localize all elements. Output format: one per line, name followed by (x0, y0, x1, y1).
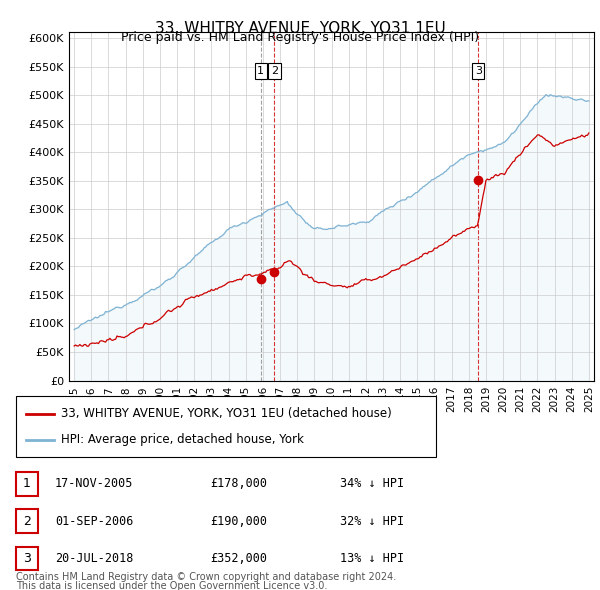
Text: £352,000: £352,000 (210, 552, 267, 565)
Text: This data is licensed under the Open Government Licence v3.0.: This data is licensed under the Open Gov… (16, 581, 328, 590)
Text: 13% ↓ HPI: 13% ↓ HPI (340, 552, 404, 565)
Text: 33, WHITBY AVENUE, YORK, YO31 1EU (detached house): 33, WHITBY AVENUE, YORK, YO31 1EU (detac… (61, 408, 392, 421)
Text: 17-NOV-2005: 17-NOV-2005 (55, 477, 133, 490)
Text: 1: 1 (23, 477, 31, 490)
Bar (16, 472, 38, 496)
Text: Price paid vs. HM Land Registry's House Price Index (HPI): Price paid vs. HM Land Registry's House … (121, 31, 479, 44)
Text: 2: 2 (23, 514, 31, 527)
Text: 01-SEP-2006: 01-SEP-2006 (55, 514, 133, 527)
Text: 3: 3 (23, 552, 31, 565)
Text: £178,000: £178,000 (210, 477, 267, 490)
Text: HPI: Average price, detached house, York: HPI: Average price, detached house, York (61, 433, 304, 446)
Text: £190,000: £190,000 (210, 514, 267, 527)
Text: 34% ↓ HPI: 34% ↓ HPI (340, 477, 404, 490)
Text: Contains HM Land Registry data © Crown copyright and database right 2024.: Contains HM Land Registry data © Crown c… (16, 572, 396, 582)
Bar (16, 396, 436, 457)
Bar (16, 509, 38, 533)
Text: 20-JUL-2018: 20-JUL-2018 (55, 552, 133, 565)
Text: 33, WHITBY AVENUE, YORK, YO31 1EU: 33, WHITBY AVENUE, YORK, YO31 1EU (155, 21, 445, 35)
Bar (16, 547, 38, 571)
Text: 32% ↓ HPI: 32% ↓ HPI (340, 514, 404, 527)
Text: 2: 2 (271, 65, 278, 76)
Text: 3: 3 (475, 65, 482, 76)
Text: 1: 1 (257, 65, 265, 76)
